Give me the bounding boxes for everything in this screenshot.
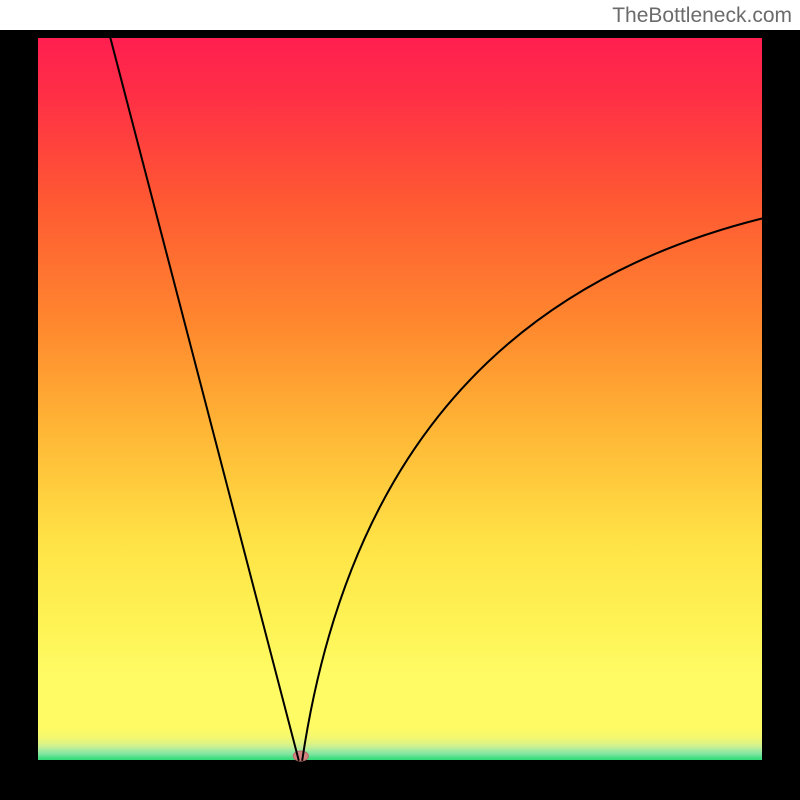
plot-area	[38, 38, 762, 760]
curve-minimum-marker	[293, 751, 308, 761]
chart-frame: TheBottleneck.com	[0, 0, 800, 800]
top-strip	[0, 0, 800, 30]
chart-canvas	[0, 0, 800, 800]
